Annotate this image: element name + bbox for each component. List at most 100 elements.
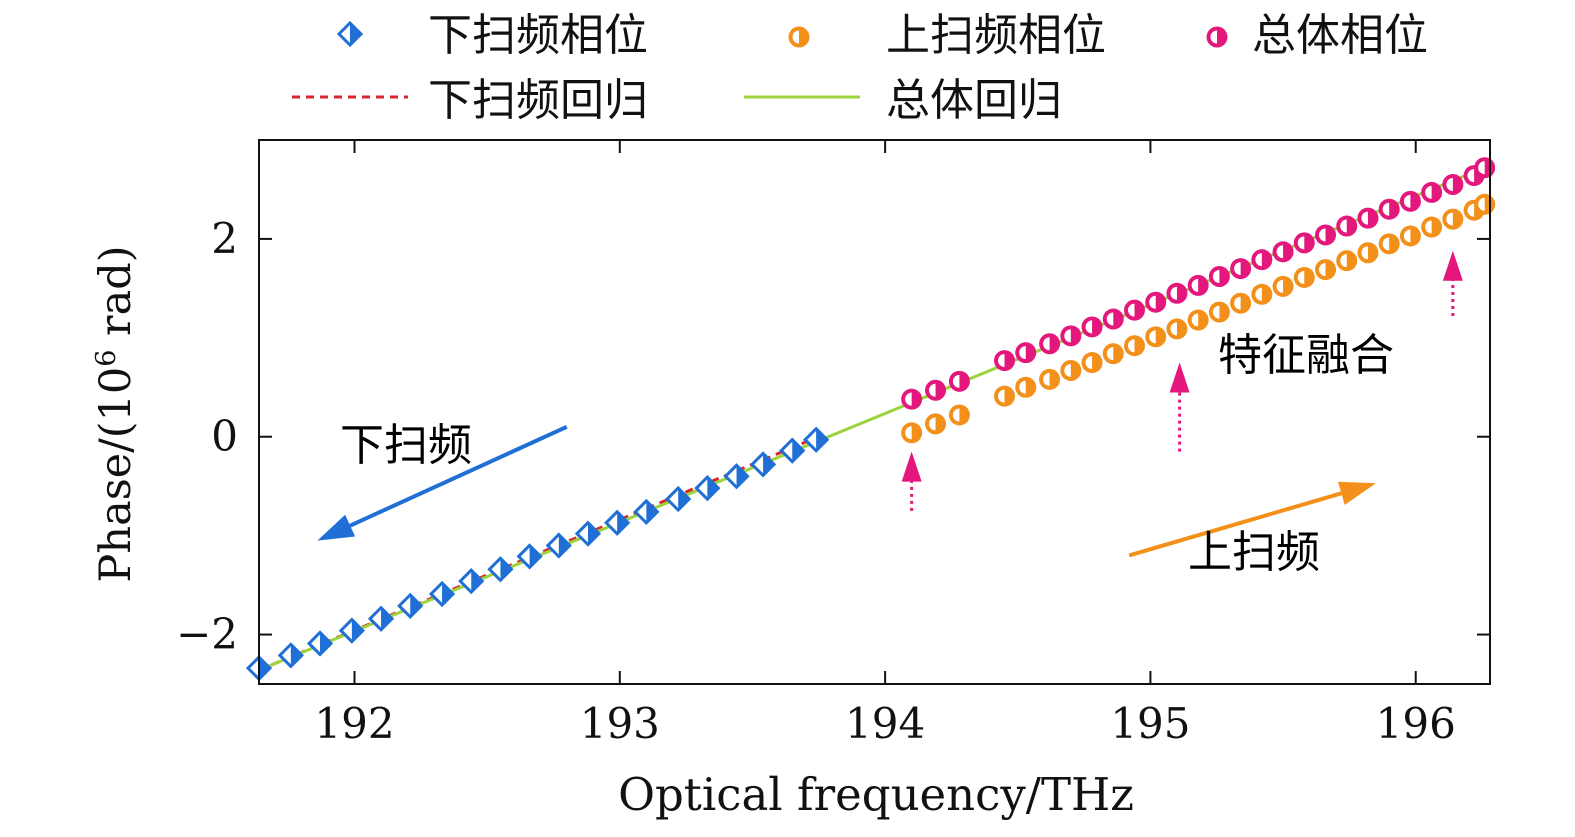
up-sweep-arrow-shaft <box>1128 491 1342 558</box>
overall-point <box>1357 207 1379 229</box>
up-sweep-annotation: 上扫频 <box>1188 527 1320 578</box>
down-sweep-point <box>633 498 660 526</box>
up-sweep-point-half <box>1212 305 1220 319</box>
legend-up-sweep-phase-marker-half <box>792 30 799 44</box>
down-sweep-point <box>545 532 572 559</box>
overall-point <box>1081 316 1103 338</box>
down-sweep-point-fill <box>587 522 599 545</box>
overall-point-half <box>1064 329 1071 343</box>
overall-point-half <box>1361 211 1368 225</box>
down-sweep-point-fill <box>500 558 512 581</box>
legend-overall-regression: 总体回归 <box>744 75 1062 126</box>
overall-point-half <box>1127 303 1135 317</box>
down-sweep-point-fill <box>351 619 363 642</box>
plot-frame <box>258 139 1491 685</box>
up-sweep-point <box>1015 376 1037 398</box>
legend-up-sweep-phase-marker <box>788 26 810 48</box>
down-sweep-arrow <box>317 425 568 541</box>
legend-down-sweep-regression-label: 下扫频回归 <box>428 75 648 126</box>
overall-point <box>925 379 947 401</box>
down-sweep-point-fill <box>617 511 629 534</box>
up-sweep-point-half <box>1340 254 1347 268</box>
overall-point-half <box>1382 202 1390 216</box>
down-sweep-point <box>277 642 304 669</box>
down-sweep-point <box>367 605 395 632</box>
down-sweep-series <box>245 426 830 682</box>
fusion-marker-arrow-head <box>1442 250 1463 281</box>
up-sweep-point-half <box>1446 212 1453 226</box>
up-sweep-point-half <box>1297 270 1305 284</box>
overall-point <box>948 370 970 392</box>
overall-point-half <box>1340 219 1347 233</box>
overall-point-half <box>1234 262 1241 276</box>
y-axis-label-main: Phase/(10 <box>91 367 141 583</box>
down-sweep-point-fill <box>816 428 828 451</box>
down-sweep-point <box>694 475 721 502</box>
legend-overall-regression-label: 总体回归 <box>886 75 1062 126</box>
up-sweep-arrow <box>1128 481 1376 558</box>
down-sweep-point <box>428 580 456 608</box>
up-sweep-point-half <box>905 426 912 440</box>
down-sweep-point-fill <box>381 607 393 630</box>
overall-point <box>993 350 1015 372</box>
overall-point-half <box>1297 236 1305 250</box>
legend-down-sweep-phase-marker <box>336 20 364 48</box>
down-sweep-point <box>458 568 485 595</box>
axes: 192 193 194 195 196 −2 0 2 <box>176 139 1491 748</box>
up-sweep-point <box>1378 233 1400 255</box>
up-sweep-point <box>1474 193 1496 215</box>
up-sweep-point <box>1060 359 1082 381</box>
up-sweep-point <box>1293 266 1315 288</box>
down-sweep-point <box>604 509 631 536</box>
overall-point-half <box>1478 161 1485 175</box>
overall-point-half <box>952 374 960 388</box>
overall-point <box>1166 282 1188 304</box>
overall-point <box>1293 232 1315 254</box>
up-sweep-point <box>1272 275 1294 297</box>
overall-point <box>1315 224 1337 246</box>
down-sweep-point-fill <box>792 439 804 462</box>
up-sweep-series <box>901 193 1496 444</box>
up-sweep-point-half <box>1234 296 1241 310</box>
overall-point-half <box>1212 269 1220 284</box>
overall-point <box>1378 198 1400 220</box>
down-sweep-point-fill <box>410 594 422 617</box>
down-sweep-point <box>338 617 365 644</box>
up-sweep-point <box>1166 318 1188 340</box>
down-sweep-point <box>665 485 692 513</box>
legend-overall-phase-marker-half <box>1210 30 1217 44</box>
down-sweep-point-fill <box>290 644 302 667</box>
feature-fusion-annotation: 特征融合 <box>1218 330 1394 381</box>
overall-point-half <box>1019 346 1026 360</box>
legend-overall-phase-marker <box>1206 26 1228 48</box>
down-sweep-point <box>779 437 806 464</box>
down-sweep-point-fill <box>707 477 719 500</box>
up-sweep-point-half <box>1170 322 1177 336</box>
y-tick-label: 0 <box>211 412 238 461</box>
up-sweep-point-half <box>1255 287 1262 301</box>
down-sweep-point <box>306 630 334 657</box>
up-sweep-point-half <box>1478 197 1485 211</box>
up-sweep-point-half <box>1319 263 1326 277</box>
up-sweep-point-half <box>1085 356 1093 370</box>
legend-up-sweep-phase: 上扫频相位 <box>788 10 1106 61</box>
overall-point <box>1039 333 1061 355</box>
overall-point <box>1421 181 1443 203</box>
down-sweep-point-fill <box>678 488 690 511</box>
x-axis-label: Optical frequency/THz <box>618 768 1134 821</box>
x-tick-label: 196 <box>1376 699 1456 748</box>
overall-point-half <box>1446 177 1453 192</box>
down-sweep-point <box>803 426 830 453</box>
overall-point-half <box>929 383 936 397</box>
down-sweep-point-fill <box>320 632 332 655</box>
up-sweep-point <box>1315 259 1337 281</box>
down-sweep-point <box>574 520 602 547</box>
up-sweep-point-half <box>1361 246 1368 260</box>
overall-point-half <box>1276 245 1284 259</box>
up-sweep-point-half <box>1276 279 1284 293</box>
overall-point <box>1145 291 1167 313</box>
up-sweep-arrow-head <box>1337 481 1376 505</box>
up-sweep-point-half <box>1382 237 1390 251</box>
